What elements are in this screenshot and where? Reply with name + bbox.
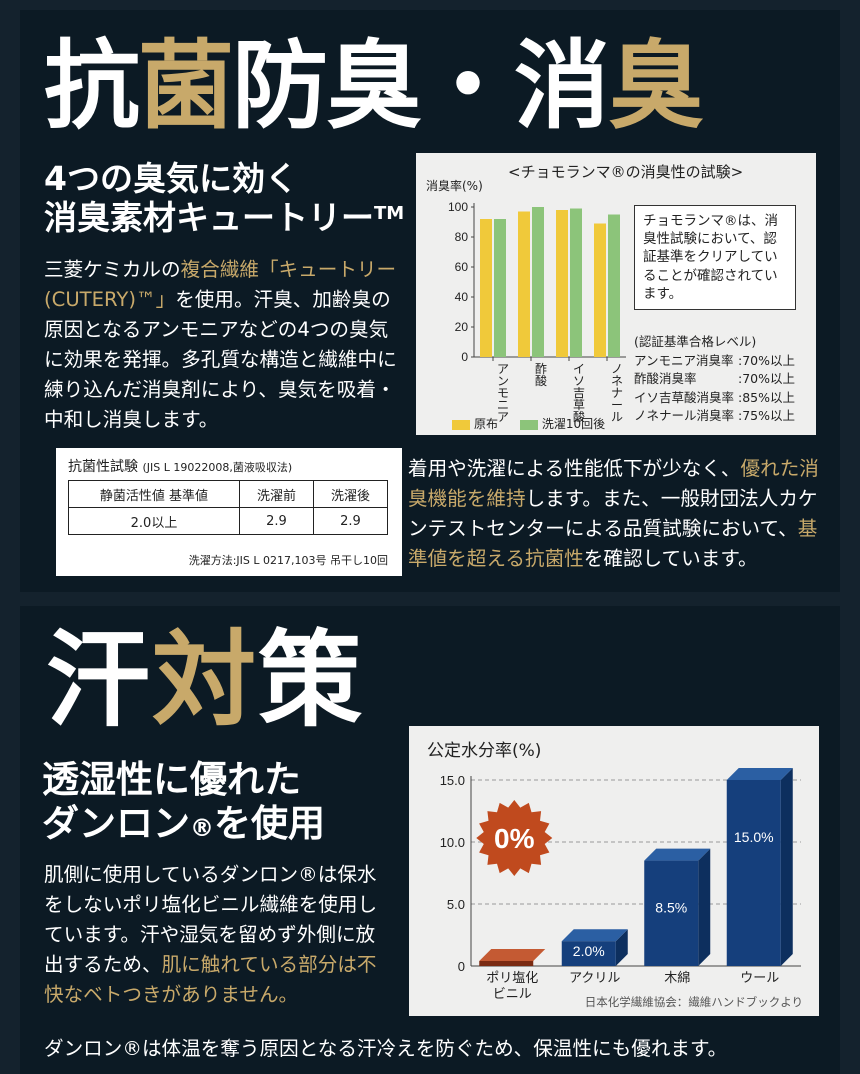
zero-percent-burst	[476, 800, 553, 876]
table-header: 洗濯前	[239, 480, 314, 508]
x-tick-label: 酢酸	[535, 361, 547, 388]
antibacterial-section: 抗菌防臭・消臭 4つの臭気に効く 消臭素材キュートリーTM 三菱ケミカルの複合繊…	[20, 10, 840, 592]
level-item: 酢酸消臭率:70%以上	[634, 371, 795, 386]
x-tick-label: アクリル	[569, 971, 620, 986]
certification-callout: チョモランマ®は、消臭性試験において、認証基準をクリアしていることが確認されてい…	[634, 205, 796, 311]
x-tick-label: ウール	[740, 971, 779, 986]
section-title-sweat: 汗対策	[46, 619, 365, 741]
antibacterial-test-box: 抗菌性試験 (JIS L 19022008,菌液吸収法) 静菌活性値 基準値 洗…	[56, 448, 402, 576]
bar-washed	[570, 208, 582, 357]
bar-original	[518, 211, 530, 357]
table-cell: 2.0以上	[68, 507, 240, 535]
bar-top	[479, 949, 546, 961]
certification-levels: (認証基準合格レベル) アンモニア消臭率:70%以上 酢酸消臭率:70%以上 イ…	[634, 333, 795, 426]
bar	[561, 941, 616, 966]
bar	[726, 780, 781, 966]
bar	[644, 860, 699, 966]
bar-side	[698, 848, 711, 966]
table-row: 2.0以上 2.9 2.9	[68, 507, 388, 535]
performance-description: 着用や洗濯による性能低下が少なく、優れた消臭機能を維持します。また、一般財団法人…	[408, 457, 819, 570]
antibacterial-table: 静菌活性値 基準値 洗濯前 洗濯後 2.0以上 2.9 2.9	[68, 480, 388, 535]
moisture-regain-chart: 0 5.0 10.0 15.0 0% ポリ塩化ビニル 2.0% アクリル 8.5% 木綿 15.0%…	[440, 768, 801, 1002]
deodorant-chart-legend: 原布 洗濯10回後	[452, 415, 605, 432]
bar-washed	[494, 219, 506, 357]
bar-top	[726, 768, 793, 780]
level-item: アンモニア消臭率:70%以上	[634, 352, 795, 368]
bar-original	[556, 210, 568, 357]
y-tick-label: 0	[458, 959, 465, 974]
antibacterial-test-title: 抗菌性試験 (JIS L 19022008,菌液吸収法)	[68, 459, 293, 475]
level-item: イソ吉草酸消臭率:85%以上	[634, 389, 795, 405]
legend-label-washed: 洗濯10回後	[541, 417, 606, 431]
wash-method-note: 洗濯方法:JIS L 0217,103号 吊干し10回	[188, 554, 388, 567]
legend-swatch-original	[452, 419, 470, 430]
table-header: 洗濯後	[313, 480, 388, 508]
x-tick-label: ポリ塩化ビニル	[486, 971, 538, 1002]
y-tick-label: 40	[455, 290, 469, 304]
data-label: 0%	[494, 823, 535, 854]
deodorant-test-box: <チョモランマ®の消臭性の試験> 消臭率(%) 0 20 40 60 80 100 アンモニ…	[416, 153, 816, 435]
section-subtitle-dunlon: 透湿性に優れた ダンロン®を使用	[42, 758, 325, 845]
bar-top	[644, 848, 711, 861]
x-tick-label: ノネナール	[611, 362, 623, 424]
moisture-chart-title: 公定水分率(%)	[427, 741, 542, 761]
legend-swatch-washed	[519, 419, 538, 430]
dunlon-description: 肌側に使用しているダンロン®は保水をしないポリ塩化ビニル繊維を使用しています。汗…	[44, 863, 378, 1006]
y-tick-label: 10.0	[440, 835, 465, 850]
moisture-regain-box: 公定水分率(%) 0 5.0 10.0 15.0 0% ポリ塩化ビニル 2.0% アクリル 8.…	[409, 726, 819, 1016]
level-item: ノネナール消臭率:75%以上	[634, 408, 795, 423]
y-tick-label: 100	[448, 200, 468, 214]
data-label: 2.0%	[573, 943, 605, 959]
x-tick-label: アンモニア	[497, 362, 509, 424]
section-title-antibacterial: 抗菌防臭・消臭	[44, 30, 704, 142]
deodorant-chart-ylabel: 消臭率(%)	[426, 179, 483, 193]
section-subtitle-deodorant: 4つの臭気に効く 消臭素材キュートリーTM	[44, 159, 405, 237]
bar-side	[780, 768, 793, 966]
y-tick-label: 15.0	[440, 773, 465, 788]
bar-washed	[608, 214, 620, 357]
x-tick-label: イソ吉草酸	[573, 362, 585, 424]
y-tick-label: 0	[461, 350, 468, 364]
deodorant-test-title: <チョモランマ®の消臭性の試験>	[508, 163, 744, 181]
chart-source-note: 日本化学繊維協会：繊維ハンドブックより	[584, 995, 803, 1009]
bar-top	[561, 929, 628, 942]
bar-original	[594, 223, 606, 357]
data-label: 15.0%	[734, 829, 774, 845]
table-header-row: 静菌活性値 基準値 洗濯前 洗濯後	[68, 480, 388, 508]
bar	[479, 961, 534, 966]
sweat-section: 汗対策 透湿性に優れた ダンロン®を使用 肌側に使用しているダンロン®は保水をし…	[20, 606, 840, 1074]
bar-side	[615, 929, 628, 966]
y-tick-label: 5.0	[447, 897, 465, 912]
levels-title: (認証基準合格レベル)	[634, 334, 757, 349]
warmth-note: ダンロン®は体温を奪う原因となる汗冷えを防ぐため、保温性にも優れます。	[44, 1037, 728, 1060]
x-tick-label: 木綿	[664, 971, 690, 986]
data-label: 8.5%	[655, 900, 687, 916]
table-header: 静菌活性値 基準値	[68, 480, 240, 508]
y-tick-label: 80	[455, 230, 469, 244]
bar-washed	[532, 207, 544, 357]
table-cell: 2.9	[313, 507, 388, 535]
legend-label-original: 原布	[474, 417, 499, 431]
y-tick-label: 60	[455, 260, 469, 274]
bar-original	[480, 219, 492, 357]
table-cell: 2.9	[239, 507, 314, 535]
deodorant-rate-chart: 0 20 40 60 80 100 アンモニア 酢酸 イソ吉草酸 ノネナール	[448, 200, 626, 424]
y-tick-label: 20	[455, 320, 469, 334]
cutery-description: 三菱ケミカルの複合繊維「キュートリー(CUTERY)™」を使用。汗臭、加齢臭の原…	[44, 258, 397, 431]
